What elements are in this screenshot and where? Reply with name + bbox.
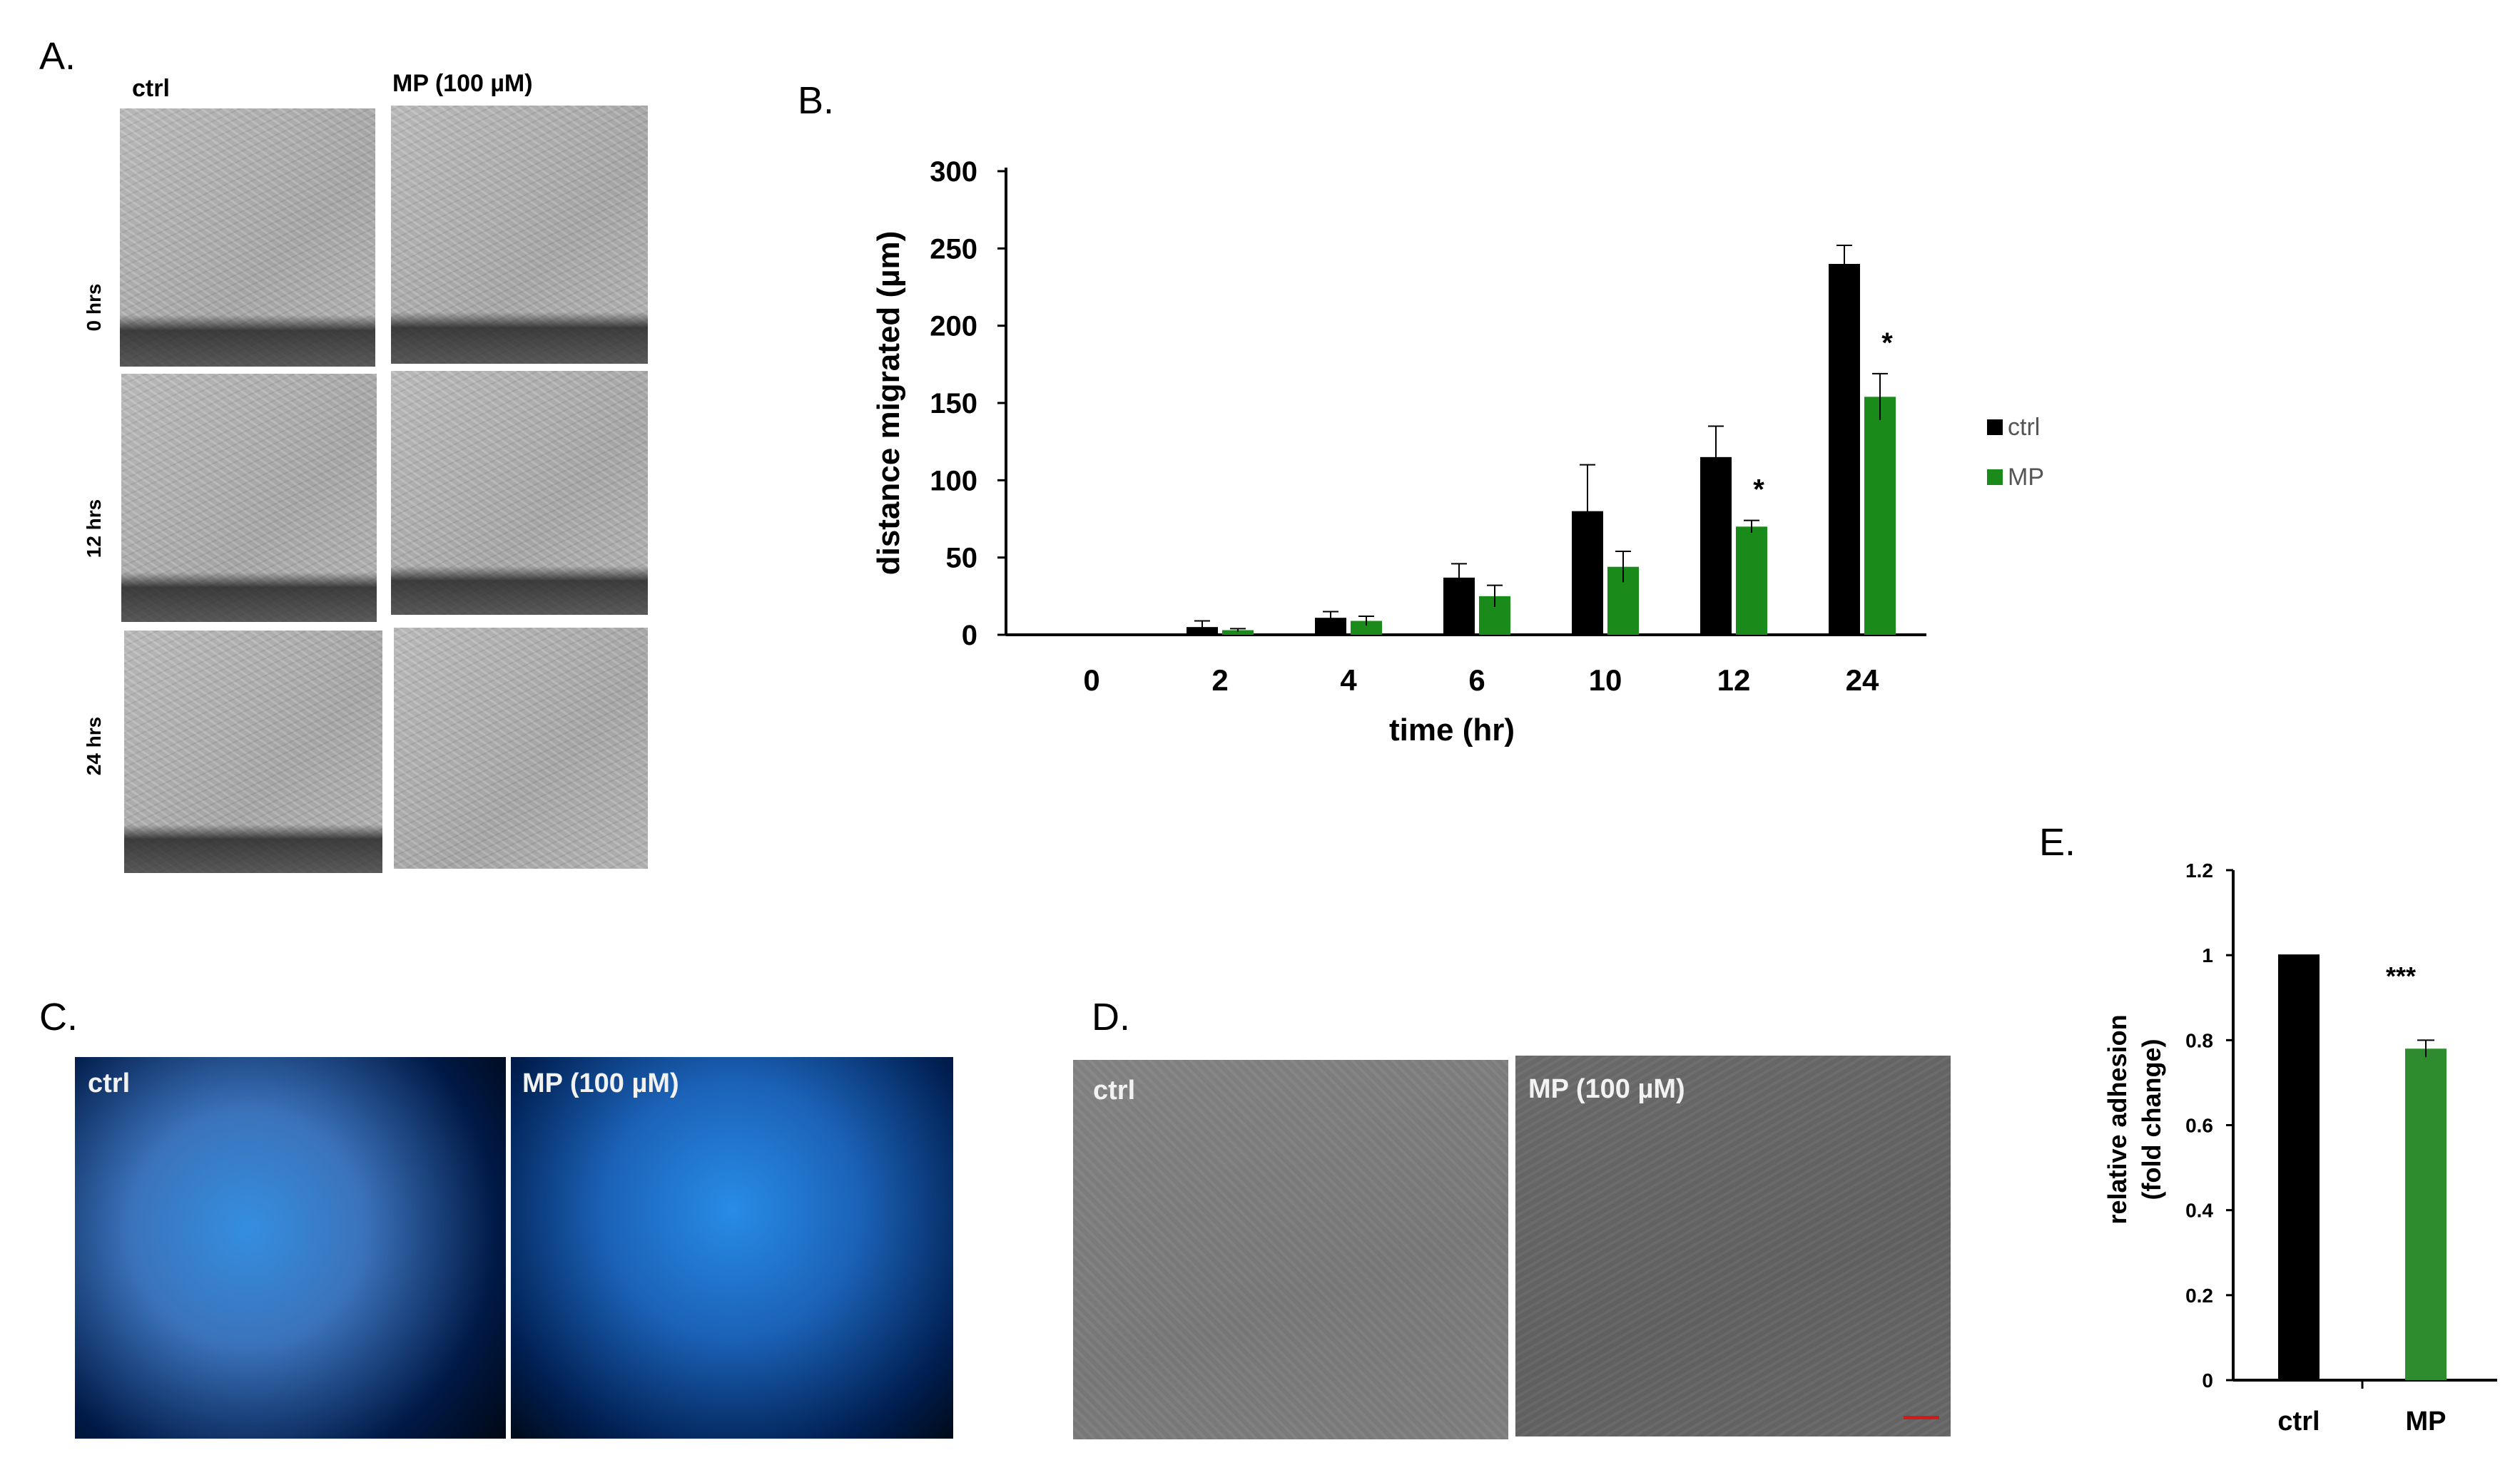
panel-d-letter: D. — [1092, 996, 1130, 1038]
panel-b-x-tick-label: 4 — [1340, 663, 1357, 697]
panel-a-col-label-mp: MP (100 µM) — [392, 70, 533, 97]
panel-c-fluorescence-ctrl: ctrl — [75, 1057, 506, 1439]
panel-a-micrograph-mp-0hrs — [391, 106, 648, 364]
panel-a-micrograph-ctrl-0hrs — [120, 108, 375, 367]
panel-b-y-tick-label: 50 — [946, 543, 978, 574]
panel-e-bar-mp — [2405, 1048, 2447, 1380]
panel-b-x-tick-label: 24 — [1846, 663, 1879, 697]
panel-e-axes: 0 0.2 0.4 0.6 0.8 1 1.2 ctrl MP — [2185, 859, 2497, 1436]
panel-b-significance-marker: * — [1881, 327, 1893, 359]
panel-b-y-axis-label: distance migrated (µm) — [871, 231, 906, 576]
panel-a-row-label-24hrs: 24 hrs — [83, 716, 105, 776]
panel-c-label-mp: MP (100 µM) — [522, 1068, 679, 1098]
panel-d-scale-bar — [1904, 1416, 1939, 1419]
panel-e-y-tick-label: 0 — [2202, 1369, 2213, 1392]
panel-e-y-axis-label-line1: relative adhesion — [2103, 1014, 2132, 1224]
panel-b-x-tick-label: 0 — [1083, 663, 1099, 697]
panel-d-micrograph-mp: MP (100 µM) — [1515, 1056, 1951, 1436]
panel-e-y-tick-label: 0.6 — [2185, 1115, 2213, 1137]
panel-b-bar-mp — [1351, 621, 1382, 635]
panel-b-bar-mp — [1222, 630, 1254, 635]
panel-b-y-tick-label: 300 — [930, 156, 977, 188]
panel-c-letter: C. — [39, 996, 78, 1038]
panel-b-bar-ctrl — [1829, 264, 1860, 635]
panel-b-x-axis-label: time (hr) — [1389, 713, 1515, 747]
panel-e-y-axis-label-line2: (fold change) — [2137, 1039, 2166, 1200]
panel-b-y-tick-label: 250 — [930, 233, 977, 265]
panel-a-letter: A. — [39, 35, 76, 78]
panel-e-x-tick-label: MP — [2406, 1407, 2447, 1436]
panel-b-significance-marker: * — [1753, 474, 1764, 506]
panel-d-micrograph-ctrl: ctrl — [1073, 1060, 1508, 1439]
panel-e-letter: E. — [2039, 821, 2076, 864]
panel-b-legend-label-ctrl: ctrl — [2008, 414, 2040, 441]
panel-c-label-ctrl: ctrl — [88, 1068, 131, 1098]
panel-e-bar-ctrl — [2278, 955, 2320, 1380]
panel-b-x-tick-label: 2 — [1211, 663, 1228, 697]
panel-d-label-mp: MP (100 µM) — [1528, 1074, 1685, 1104]
panel-b-legend-label-mp: MP — [2008, 464, 2044, 491]
panel-b-x-tick-label: 12 — [1717, 663, 1751, 697]
panel-a-micrograph-ctrl-12hrs — [121, 374, 377, 622]
panel-a-row-label-0hrs: 0 hrs — [83, 283, 105, 332]
panel-e-bars: *** — [2278, 954, 2447, 1380]
panel-e-significance-marker: *** — [2386, 961, 2416, 991]
panel-b-legend: ctrl MP — [1987, 414, 2044, 491]
panel-b-legend-swatch-mp — [1987, 469, 2003, 485]
panel-b-bars: ** — [1187, 245, 1896, 635]
panel-a-micrograph-mp-24hrs — [394, 628, 648, 869]
panel-b-y-tick-label: 200 — [930, 311, 977, 342]
panel-b-x-tick-label: 10 — [1589, 663, 1622, 697]
panel-a-col-label-ctrl: ctrl — [132, 75, 170, 102]
panel-b-legend-swatch-ctrl — [1987, 419, 2003, 435]
panel-b-bar-mp — [1864, 397, 1896, 635]
panel-e-y-tick-label: 1 — [2202, 944, 2213, 966]
panel-b-x-tick-label: 6 — [1468, 663, 1485, 697]
panel-d-label-ctrl: ctrl — [1093, 1076, 1136, 1106]
panel-c-fluorescence-mp: MP (100 µM) — [511, 1057, 953, 1439]
panel-b-y-tick-label: 100 — [930, 465, 977, 496]
panel-b-letter: B. — [798, 79, 835, 122]
panel-b-bar-mp — [1736, 526, 1767, 635]
panel-a-micrograph-mp-12hrs — [391, 371, 648, 615]
panel-a-micrograph-ctrl-24hrs — [124, 631, 382, 873]
panel-b-y-tick-label: 0 — [962, 620, 977, 651]
panel-e-x-tick-label: ctrl — [2277, 1407, 2320, 1436]
panel-e-y-tick-label: 1.2 — [2185, 859, 2213, 882]
panel-a-row-label-12hrs: 12 hrs — [83, 499, 105, 558]
panel-e-y-tick-label: 0.2 — [2185, 1285, 2213, 1307]
panel-e-y-tick-label: 0.4 — [2185, 1200, 2213, 1222]
panel-b-bar-ctrl — [1315, 618, 1346, 635]
panel-e-bar-chart: 0 0.2 0.4 0.6 0.8 1 1.2 ctrl MP *** relative adh… — [2103, 859, 2497, 1436]
panel-e-y-tick-label: 0.8 — [2185, 1029, 2213, 1051]
panel-b-y-tick-label: 150 — [930, 388, 977, 419]
